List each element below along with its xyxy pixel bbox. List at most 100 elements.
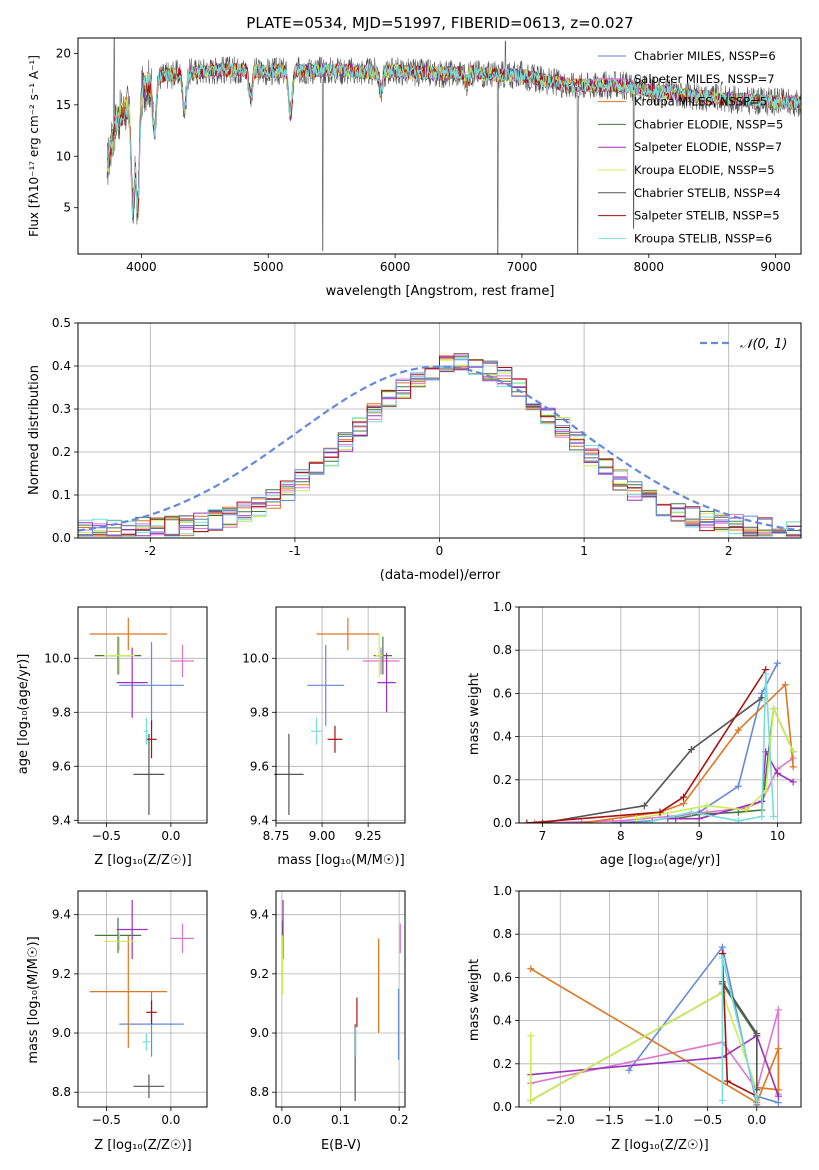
- histogram-plot-area: -2 -1 0 1 2 0.0 0.1 0.2 0.3 0.4 0.5: [52, 316, 802, 558]
- spectrum-ytick-label-0: 5: [63, 201, 71, 215]
- mass-weight-vs-age-xlabel: age [log₁₀(age/yr)]: [600, 853, 721, 868]
- mass-weight-vs-Z-ytick-label-2: 0.4: [493, 1014, 512, 1028]
- histogram-xtick-label-2: 0: [436, 544, 444, 558]
- histogram-xtick-label-1: -1: [289, 544, 301, 558]
- age-vs-mass-ytick-label-3: 10.0: [242, 651, 269, 665]
- histogram-xlabel: (data-model)/error: [380, 568, 501, 583]
- mass-weight-vs-Z-xtick-label-3: −0.5: [693, 1113, 722, 1127]
- mass-weight-vs-age-panel: 7 8 9 10 0.0 0.2 0.4 0.6 0.8 1.0 age [log₁₀(age/y…: [467, 600, 802, 868]
- mass-vs-ebv-ytick-label-0: 8.8: [250, 1085, 269, 1099]
- age-vs-mass-xtick-label-0: 8.75: [263, 829, 290, 843]
- age-vs-mass-ytick-label-1: 9.6: [250, 759, 269, 773]
- mass-weight-vs-age-line-kroupa_stelib: [644, 673, 775, 823]
- histogram-ytick-label-1: 0.1: [52, 488, 71, 502]
- mass-vs-ebv-frame: [275, 890, 406, 1108]
- spectrum-legend-label-4: Salpeter ELODIE, NSSP=7: [634, 140, 782, 154]
- histogram-ylabel: Normed distribution: [27, 365, 42, 495]
- histogram-legend: 𝒩(0, 1): [700, 337, 787, 352]
- mass-weight-vs-age-line-salpeter_miles: [534, 757, 794, 823]
- mass-vs-ebv-xlabel: E(B-V): [321, 1138, 361, 1153]
- spectrum-legend-label-5: Kroupa ELODIE, NSSP=5: [634, 163, 775, 177]
- mass-weight-vs-age-marker-chabrier_stelib-2: [687, 746, 695, 754]
- mass-weight-vs-Z-frame: [518, 890, 802, 1108]
- mass-weight-vs-Z-panel: −2.0 −1.5 −1.0 −0.5 0.0 0.0 0.2 0.4 0.6 0.8 1.0 Z …: [467, 884, 802, 1153]
- age-vs-Z-frame: [77, 606, 208, 824]
- mass-weight-vs-age-marker-salpeter_stelib-2: [680, 793, 687, 801]
- mass-vs-Z-ytick-label-3: 9.4: [52, 908, 71, 922]
- spectrum-xtick-label-1: 5000: [253, 260, 284, 274]
- mass-weight-vs-age-marker-kroupa_stelib-2: [734, 817, 742, 823]
- mass-weight-vs-age-xtick-label-1: 8: [617, 829, 625, 843]
- histogram-xtick-label-4: 2: [725, 544, 733, 558]
- histogram-xtick-label-0: -2: [144, 544, 156, 558]
- age-vs-Z-ytick-label-1: 9.6: [52, 759, 71, 773]
- histogram-frame: [77, 322, 802, 539]
- mass-weight-vs-age-ytick-label-4: 0.8: [493, 643, 512, 657]
- mass-weight-vs-Z-marker-salpeter_stelib-1: [723, 1077, 731, 1085]
- mass-vs-Z-xlabel: Z [log₁₀(Z/Z☉)]: [94, 1138, 191, 1153]
- mass-weight-vs-age-frame: [518, 606, 802, 824]
- mass-weight-vs-age-ytick-label-1: 0.2: [493, 773, 512, 787]
- spectrum-xtick-label-3: 7000: [507, 260, 538, 274]
- mass-vs-ebv-xtick-label-2: 0.2: [390, 1113, 409, 1127]
- mass-weight-vs-age-marker-kroupa_miles-3: [734, 726, 742, 734]
- age-vs-mass-panel: 8.75 9.00 9.25 9.4 9.6 9.8 10.0 mass [log₁₀(M/…: [242, 606, 406, 868]
- histogram-steps: [78, 353, 801, 537]
- mass-vs-ebv-ytick-label-1: 9.0: [250, 1026, 269, 1040]
- mass-weight-vs-age-marker-kroupa_miles-4: [781, 681, 789, 689]
- mass-weight-vs-Z-marker-salpeter_elodie-3: [774, 1092, 782, 1100]
- mass-weight-vs-Z-series: [527, 943, 782, 1107]
- mass-weight-vs-Z-line-salpeter_elodie: [530, 1034, 780, 1097]
- mass-weight-vs-age-line-salpeter_stelib: [526, 669, 767, 823]
- mass-weight-vs-Z-marker-chabrier_stelib-1: [753, 1030, 761, 1038]
- mass-weight-vs-Z-marker-salpeter_miles-3: [774, 1006, 782, 1014]
- mass-weight-vs-age-marker-kroupa_miles-5: [789, 763, 797, 771]
- histogram-ytick-label-5: 0.5: [52, 316, 71, 330]
- mass-weight-vs-age-xtick-label-3: 10: [770, 829, 785, 843]
- histogram-xtick-label-3: 1: [580, 544, 588, 558]
- spectrum-legend-label-2: Kroupa MILES, NSSP=5: [634, 95, 767, 109]
- age-vs-mass-ytick-label-0: 9.4: [250, 813, 269, 827]
- mass-vs-Z-frame: [77, 890, 208, 1108]
- mass-weight-vs-Z-xtick-label-1: −1.5: [595, 1113, 624, 1127]
- age-vs-Z-xtick-label-0: −0.5: [92, 829, 121, 843]
- spectrum-legend-label-1: Salpeter MILES, NSSP=7: [634, 72, 775, 86]
- mass-vs-ebv-xtick-label-0: 0.0: [272, 1113, 291, 1127]
- age-vs-Z-ytick-label-2: 9.8: [52, 705, 71, 719]
- mass-weight-vs-age-ytick-label-3: 0.6: [493, 686, 512, 700]
- mass-weight-vs-Z-ytick-label-0: 0.0: [493, 1100, 512, 1114]
- mass-weight-vs-age-xtick-label-0: 7: [539, 829, 547, 843]
- mass-weight-vs-age-marker-kroupa_miles-0: [578, 819, 586, 823]
- mass-vs-ebv-panel: 0.0 0.1 0.2 8.8 9.0 9.2 9.4 E(B-V): [250, 890, 409, 1153]
- mass-weight-vs-age-marker-salpeter_elodie-1: [695, 815, 703, 823]
- mass-weight-vs-age-line-chabrier_elodie: [675, 705, 794, 820]
- mass-weight-vs-age-ylabel: mass weight: [467, 673, 482, 755]
- mass-weight-vs-Z-marker-kroupa_miles-2: [774, 1045, 782, 1053]
- mass-weight-vs-age-ytick-label-5: 1.0: [493, 600, 512, 614]
- mass-weight-vs-Z-marker-chabrier_miles-1: [718, 943, 726, 951]
- mass-weight-vs-age-marker-kroupa_elodie-3: [762, 787, 770, 795]
- mass-weight-vs-age-marker-kroupa_stelib-3: [758, 813, 766, 821]
- mass-weight-vs-Z-ytick-label-5: 1.0: [493, 884, 512, 898]
- spectrum-ylabel: Flux [fλ10⁻¹⁷ erg cm⁻² s⁻¹ A⁻¹]: [27, 55, 41, 237]
- mass-weight-vs-Z-ytick-label-3: 0.6: [493, 970, 512, 984]
- mass-weight-vs-age-line-kroupa_elodie: [636, 705, 794, 820]
- mass-weight-vs-Z-line-salpeter_miles: [530, 1009, 780, 1094]
- mass-vs-ebv-ytick-label-2: 9.2: [250, 967, 269, 981]
- age-vs-Z-ytick-label-0: 9.4: [52, 813, 71, 827]
- mass-weight-vs-age-series: [523, 659, 797, 823]
- age-vs-Z-plot-area: −0.5 0.0 9.4 9.6 9.8 10.0: [44, 606, 208, 843]
- spectrum-frame: [77, 37, 802, 255]
- histogram-ytick-label-2: 0.2: [52, 445, 71, 459]
- spectrum-legend-label-7: Salpeter STELIB, NSSP=5: [634, 209, 780, 223]
- mass-weight-vs-Z-marker-kroupa_stelib-3: [753, 1092, 761, 1100]
- mass-weight-vs-Z-marker-chabrier_miles-0: [625, 1066, 633, 1074]
- mass-vs-Z-plot-area: −0.5 0.0 8.8 9.0 9.2 9.4: [52, 890, 208, 1127]
- age-vs-mass-xlabel: mass [log₁₀(M/M☉)]: [277, 853, 404, 868]
- mass-vs-Z-xtick-label-1: 0.0: [161, 1113, 180, 1127]
- age-vs-mass-xtick-label-1: 9.00: [309, 829, 336, 843]
- spectrum-legend: Chabrier MILES, NSSP=6 Salpeter MILES, NS…: [598, 49, 783, 245]
- mass-weight-vs-age-marker-chabrier_stelib-0: [539, 819, 546, 823]
- mass-vs-Z-ytick-label-0: 8.8: [52, 1085, 71, 1099]
